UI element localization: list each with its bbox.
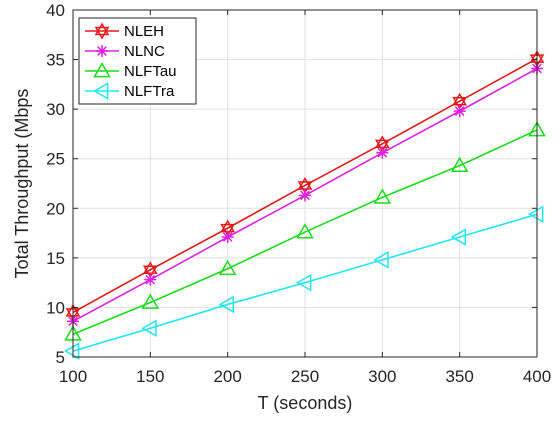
- data-point-nleh: [452, 92, 468, 110]
- y-tick-label: 15: [46, 249, 65, 268]
- data-point-nlftau: [296, 223, 314, 239]
- data-point-nlftau: [450, 156, 469, 173]
- legend-marker-nleh: [94, 22, 110, 40]
- legend-marker-nleh-b: [94, 26, 110, 40]
- data-point-nlnc: [221, 231, 234, 244]
- series-line-nleh: [72, 57, 538, 314]
- data-point-nleh-a: [452, 92, 468, 106]
- legend: NLEH NLNC NLFTau NLFTra: [78, 17, 197, 105]
- y-axis-label: Total Throughput (Mbps: [12, 89, 32, 279]
- x-tick-label: 300: [368, 367, 396, 386]
- legend-marker-nlftau: [93, 61, 111, 78]
- series-line-nlftra: [72, 213, 538, 352]
- series-line-nlftau: [72, 129, 538, 335]
- x-tick-label: 350: [445, 367, 473, 386]
- y-tick-label: 10: [46, 298, 65, 317]
- y-tick-label: 40: [46, 1, 65, 20]
- y-tick-label: 20: [46, 199, 65, 218]
- y-tick-label: 25: [46, 150, 65, 169]
- data-point-nleh-b: [452, 96, 468, 110]
- data-point-nlftra: [373, 251, 389, 269]
- series-group: [63, 50, 546, 360]
- axis-ticks: 100 150 200 250 300 350 400 5 10 15 20 25 30 35 40: [46, 1, 551, 386]
- data-point-nleh-b: [220, 223, 236, 237]
- data-point-nlftra: [527, 205, 544, 224]
- data-point-nlnc: [376, 146, 389, 159]
- legend-marker-nlnc: [96, 45, 108, 57]
- legend-marker-nlftra: [92, 82, 109, 100]
- data-point-nlnc: [299, 189, 311, 202]
- data-point-nlftau: [141, 293, 160, 309]
- x-tick-label: 250: [291, 367, 319, 386]
- data-point-nlftra: [295, 273, 312, 292]
- x-axis-label: T (seconds): [258, 393, 353, 413]
- y-tick-label: 5: [56, 348, 65, 367]
- y-tick-label: 30: [46, 100, 65, 119]
- x-tick-label: 100: [59, 367, 87, 386]
- data-point-nlftra: [218, 295, 235, 314]
- data-point-nlftau: [218, 259, 237, 276]
- x-tick-label: 200: [213, 367, 241, 386]
- data-point-nlftra: [141, 319, 157, 338]
- legend-label-nleh: NLEH: [124, 23, 164, 40]
- y-tick-label: 35: [46, 51, 65, 70]
- legend-label-nlftra: NLFTra: [124, 83, 175, 100]
- x-tick-label: 400: [523, 367, 551, 386]
- data-point-nleh-b: [374, 139, 390, 153]
- data-point-nleh: [297, 176, 313, 194]
- legend-label-nlftau: NLFTau: [124, 63, 177, 80]
- data-point-nleh-a: [297, 176, 313, 190]
- legend-marker-nleh-a: [94, 22, 110, 36]
- data-point-nleh-b: [297, 181, 313, 194]
- data-point-nleh-a: [142, 261, 158, 274]
- data-point-nleh-b: [142, 265, 158, 279]
- data-point-nlftra: [63, 342, 80, 360]
- x-tick-label: 150: [136, 367, 164, 386]
- data-point-nlnc: [144, 273, 157, 286]
- data-point-nlftra: [450, 228, 467, 246]
- data-point-nlftau: [373, 188, 392, 204]
- data-point-nleh: [142, 261, 158, 279]
- data-point-nlnc: [453, 105, 466, 118]
- legend-label-nlnc: NLNC: [124, 43, 165, 60]
